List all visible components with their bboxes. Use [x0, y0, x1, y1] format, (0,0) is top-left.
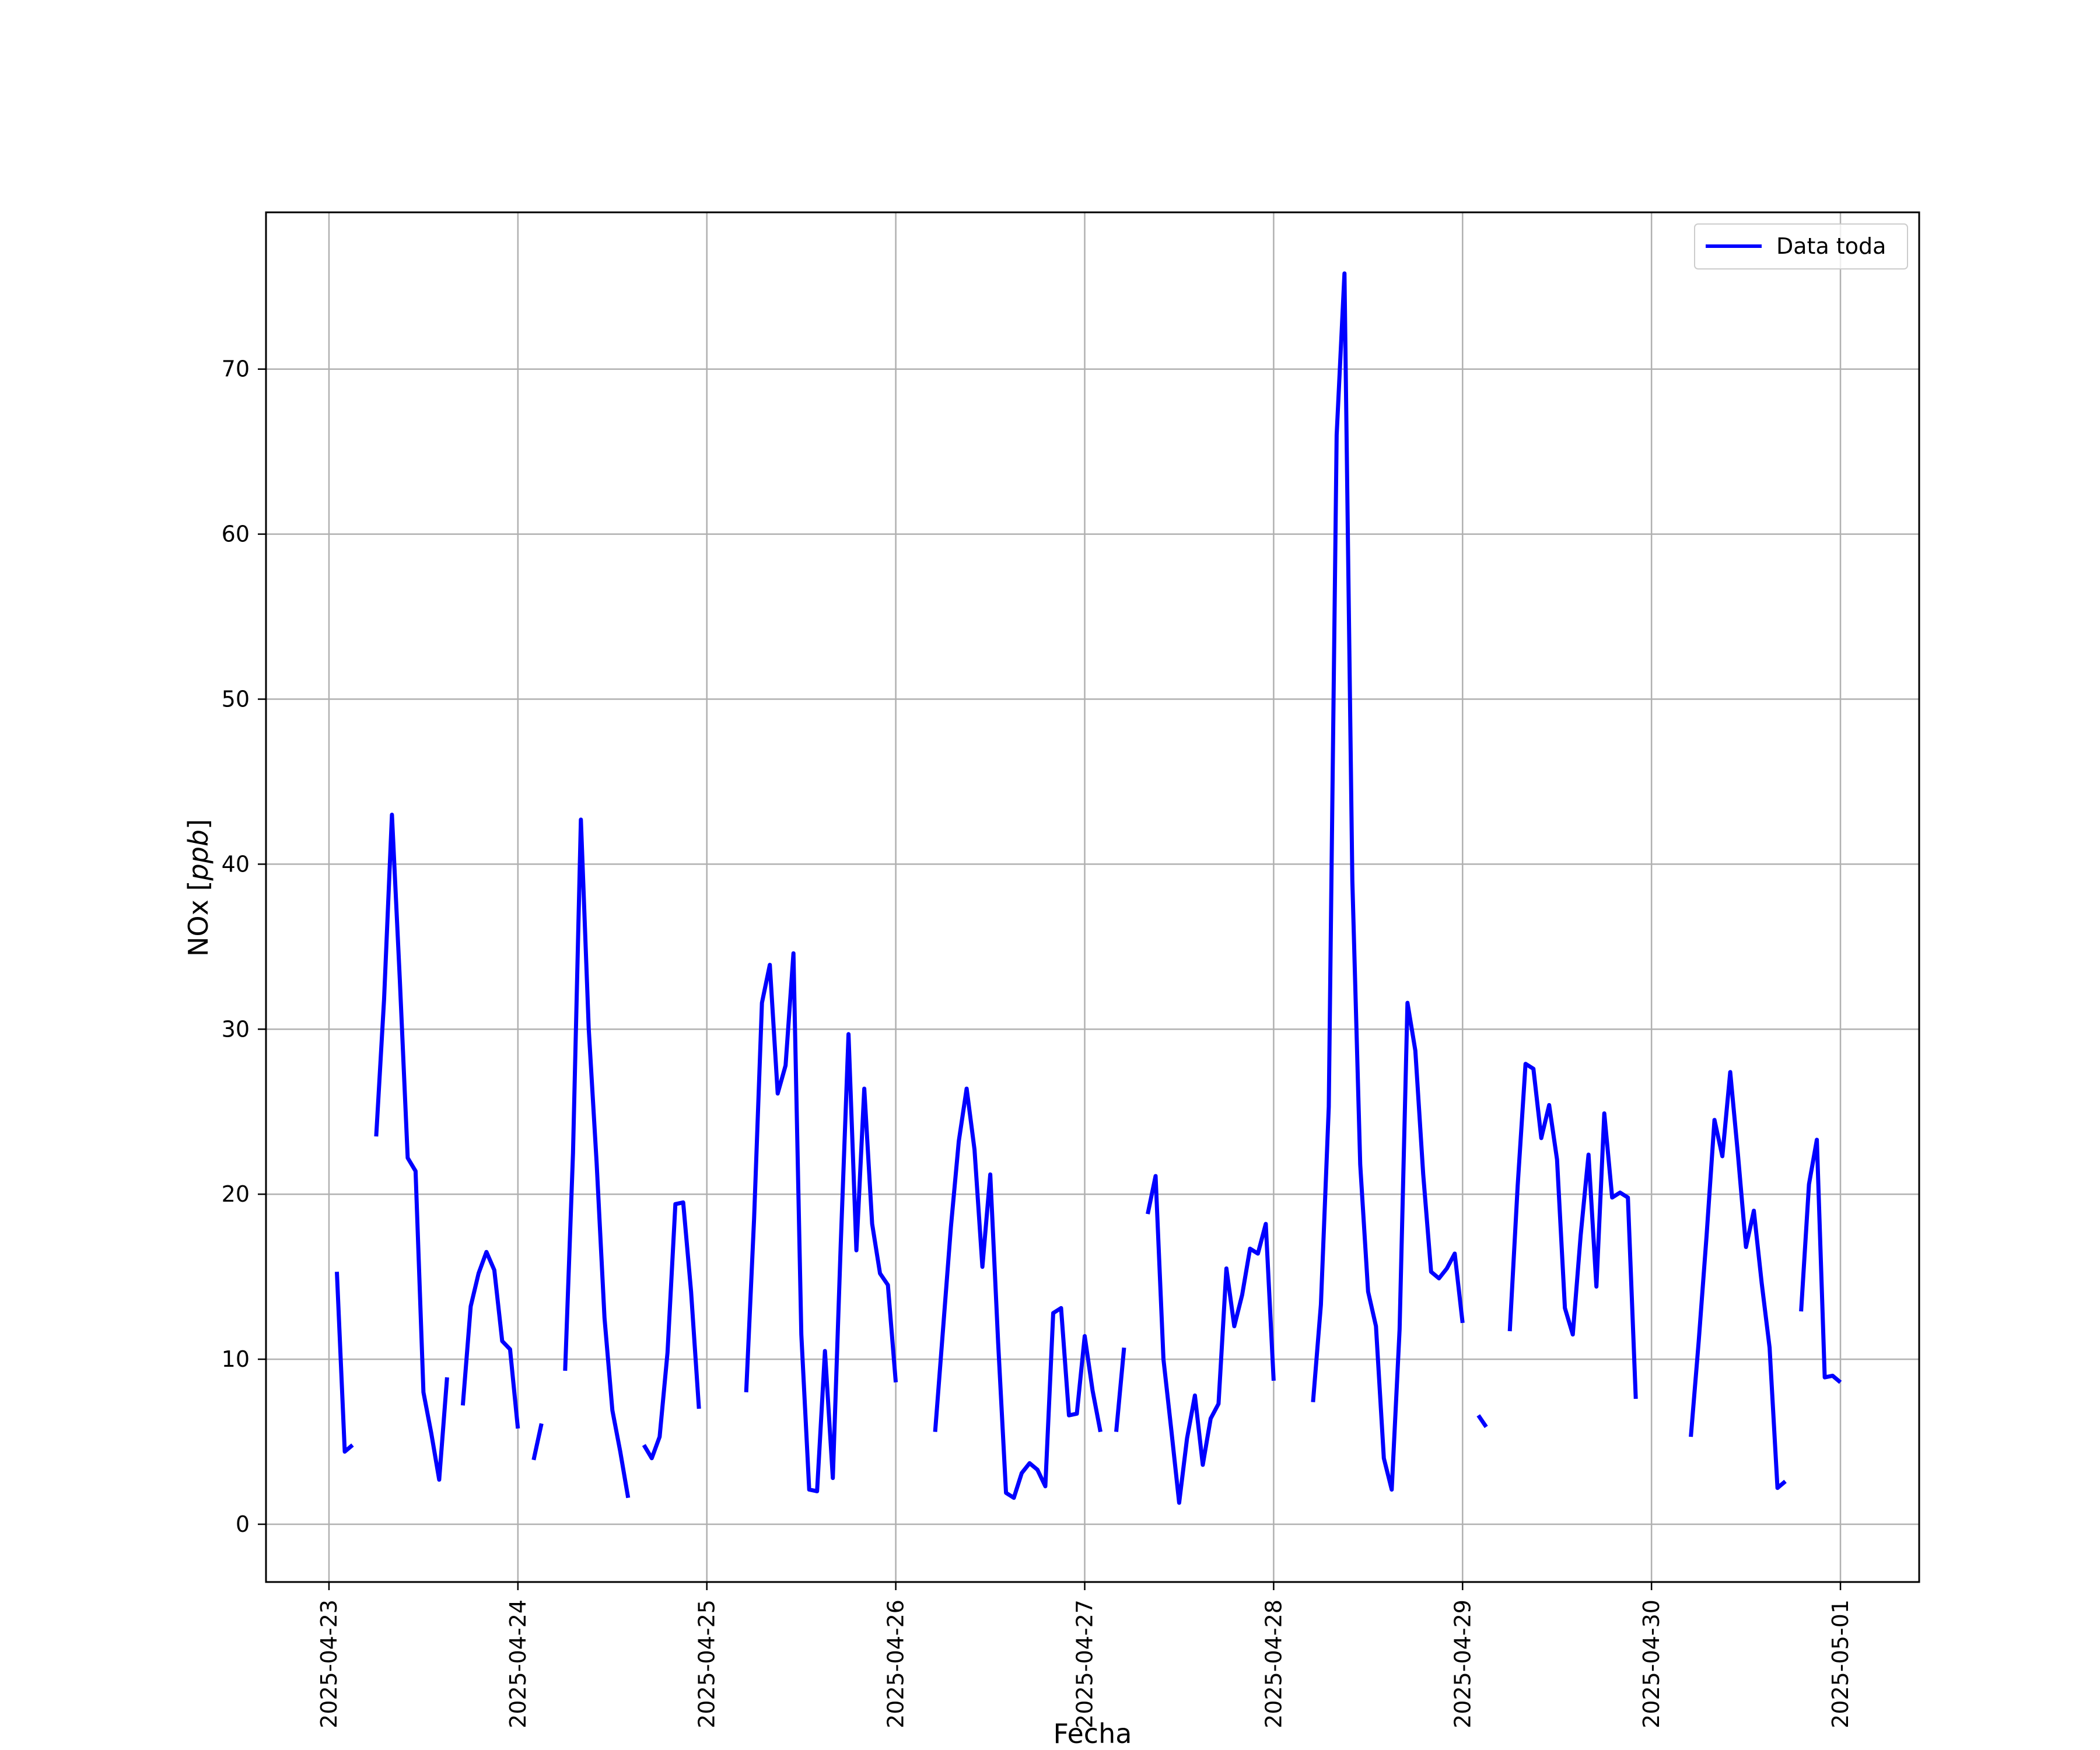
y-tick-label: 10 — [222, 1346, 250, 1372]
x-tick-label: 2025-05-01 — [1828, 1600, 1853, 1728]
plot-frame — [265, 211, 1920, 1583]
x-tick-label: 2025-04-30 — [1639, 1600, 1664, 1728]
y-axis-title-plain: NOx [ — [183, 881, 214, 957]
series-line-segment — [1311, 271, 1465, 1492]
series-line-segment — [1689, 1070, 1787, 1490]
legend: Data toda — [1694, 223, 1908, 270]
series-line-segment — [1476, 1414, 1488, 1429]
y-axis-title-close: ] — [183, 819, 214, 830]
series-line-segment — [1507, 1062, 1638, 1399]
y-tick-label: 0 — [236, 1511, 250, 1537]
series-line-segment — [1799, 1138, 1842, 1384]
series-line-segment — [744, 951, 898, 1493]
series-line-segment — [933, 1086, 1102, 1500]
x-tick-label: 2025-04-25 — [694, 1600, 720, 1728]
y-axis: 0 10 20 30 40 50 60 70 — [222, 356, 266, 1537]
series-line-segment — [374, 813, 449, 1482]
series-data-toda — [335, 271, 1842, 1505]
y-tick-label: 30 — [222, 1016, 250, 1042]
series-line-segment — [1146, 1174, 1276, 1505]
x-tick-label: 2025-04-27 — [1072, 1600, 1098, 1728]
series-line-segment — [335, 1272, 354, 1454]
y-tick-label: 20 — [222, 1181, 250, 1207]
series-line-segment — [460, 1250, 520, 1429]
x-axis: 2025-04-23 2025-04-24 2025-04-25 2025-04-26… — [316, 1582, 1853, 1728]
y-axis-title: NOx [ppb] — [183, 819, 214, 957]
y-tick-label: 40 — [222, 851, 250, 877]
series-line-segment — [1114, 1347, 1126, 1432]
y-tick-label: 50 — [222, 687, 250, 712]
x-tick-label: 2025-04-26 — [883, 1600, 909, 1728]
x-tick-label: 2025-04-28 — [1261, 1600, 1286, 1728]
x-tick-label: 2025-04-24 — [505, 1600, 531, 1728]
x-tick-label: 2025-04-23 — [316, 1600, 342, 1728]
legend-label: Data toda — [1776, 233, 1886, 259]
legend-box — [1694, 223, 1908, 270]
series-line-segment — [531, 1423, 544, 1461]
y-tick-label: 60 — [222, 522, 250, 547]
x-tick-label: 2025-04-29 — [1450, 1600, 1475, 1728]
x-axis-title: Fecha — [1054, 1718, 1132, 1749]
y-tick-label: 70 — [222, 356, 250, 382]
series-line-segment — [563, 817, 631, 1499]
y-axis-title-unit: ppb — [183, 830, 214, 881]
grid-lines — [266, 212, 1919, 1582]
series-line-segment — [642, 1200, 701, 1461]
